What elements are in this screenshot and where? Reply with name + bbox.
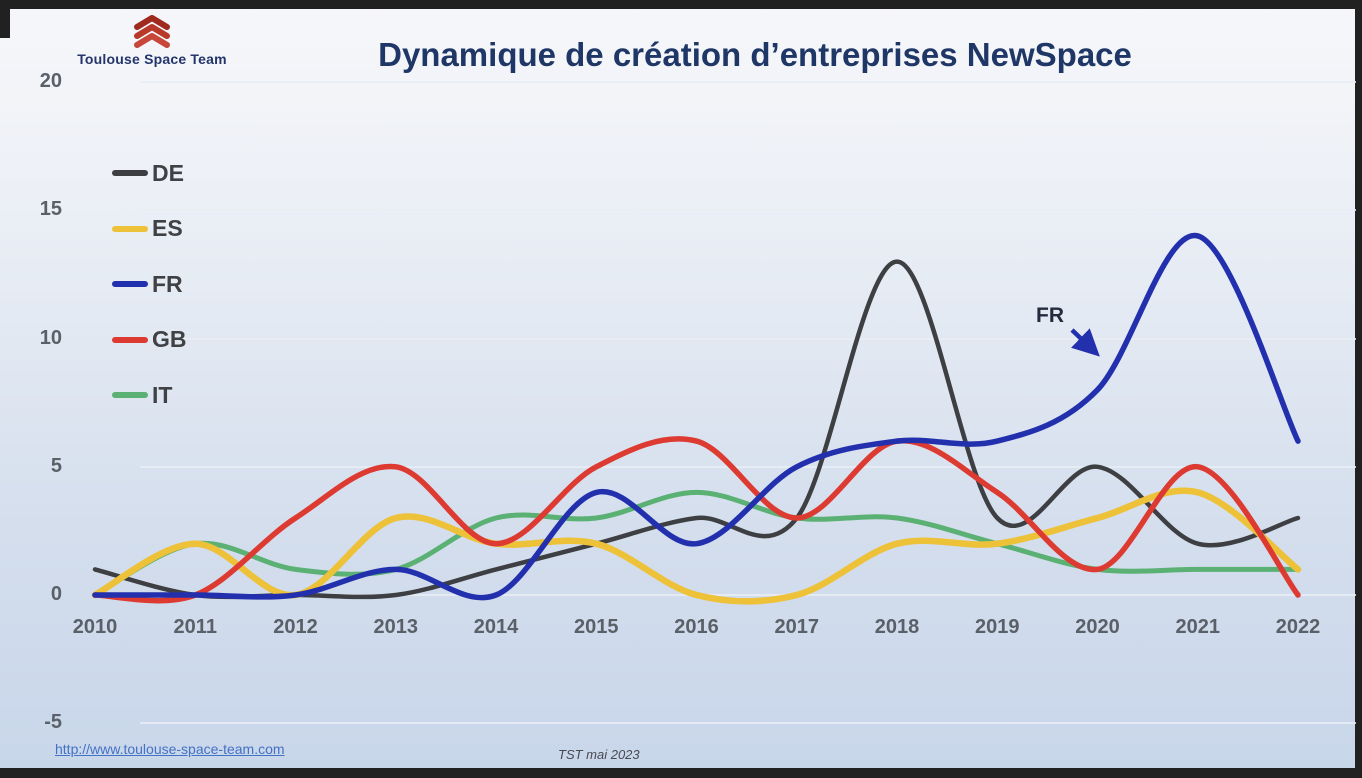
y-tick-label: 10 [39, 326, 62, 349]
legend-label: ES [152, 215, 183, 241]
chevrons-up-icon [134, 15, 170, 48]
gridline [140, 722, 1356, 725]
legend-label: IT [152, 381, 173, 408]
fr-annotation-label: FR [1036, 304, 1064, 327]
x-tick-label: 2019 [975, 616, 1020, 638]
series-FR-line [92, 233, 1301, 601]
legend-swatch [112, 170, 148, 176]
logo-text: Toulouse Space Team [77, 51, 227, 67]
x-tick-label: 2016 [674, 616, 719, 638]
legend-label: FR [152, 270, 183, 297]
legend-item-DE: DE [112, 160, 184, 186]
x-tick-label: 2020 [1075, 616, 1120, 638]
legend-item-GB: GB [112, 327, 187, 353]
x-tick-label: 2013 [373, 616, 419, 638]
gridline [140, 465, 1356, 468]
x-tick-label: 2011 [173, 616, 217, 638]
x-tick-label: 2018 [874, 616, 920, 638]
legend-swatch [112, 281, 148, 287]
series-DE-line [92, 259, 1301, 600]
frame-corner-notch [0, 0, 10, 38]
credit-note: TST mai 2023 [558, 747, 640, 762]
logo: Toulouse Space Team [72, 15, 232, 67]
x-tick-label: 2010 [72, 616, 118, 638]
page-title: Dynamique de création d’entreprises NewS… [378, 36, 1132, 73]
x-tick-label: 2017 [774, 616, 820, 638]
gridline [140, 337, 1356, 340]
legend-swatch [112, 225, 148, 232]
legend-item-IT: IT [112, 382, 172, 408]
frame-bottom-bar [0, 768, 1362, 778]
y-tick-label: 5 [50, 454, 62, 477]
frame-top-bar [0, 0, 1362, 9]
x-tick-label: 2014 [473, 616, 519, 638]
legend-item-ES: ES [112, 216, 183, 242]
y-tick-label: 0 [50, 583, 62, 605]
x-tick-label: 2015 [574, 616, 619, 638]
legend-swatch [112, 392, 148, 398]
x-tick-label: 2022 [1275, 616, 1321, 638]
legend-label: GB [152, 326, 187, 352]
legend-swatch [112, 336, 148, 343]
fr-annotation-arrow [1070, 328, 1100, 357]
x-tick-label: 2012 [273, 616, 318, 638]
x-tick-label: 2021 [1175, 616, 1221, 638]
series-GB-line [92, 436, 1301, 604]
gridline [140, 594, 1356, 596]
legend-label: DE [152, 159, 184, 186]
y-tick-label: -5 [44, 711, 62, 734]
website-link[interactable]: http://www.toulouse-space-team.com [55, 741, 285, 757]
gridline [140, 81, 1356, 83]
frame-right-bar [1355, 0, 1362, 778]
legend-item-FR: FR [112, 271, 183, 297]
y-tick-label: 15 [39, 198, 62, 221]
gridline [140, 209, 1356, 212]
y-tick-label: 20 [39, 70, 62, 92]
